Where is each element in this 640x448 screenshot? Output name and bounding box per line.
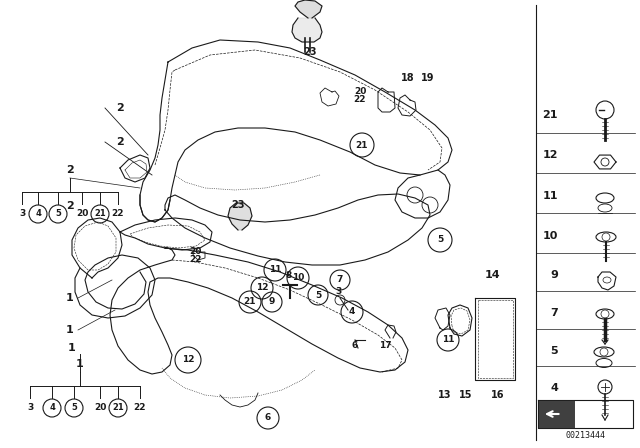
Text: 1: 1 (66, 325, 74, 335)
Text: 11: 11 (269, 266, 281, 275)
Text: 2: 2 (116, 137, 124, 147)
Text: 13: 13 (438, 390, 452, 400)
Polygon shape (295, 0, 322, 18)
Text: 9: 9 (269, 297, 275, 306)
Text: 15: 15 (460, 390, 473, 400)
Text: 20: 20 (76, 210, 88, 219)
Text: 8: 8 (286, 271, 292, 280)
Text: 3: 3 (19, 210, 25, 219)
Text: 9: 9 (550, 270, 558, 280)
Text: 2: 2 (66, 201, 74, 211)
Text: 20: 20 (354, 87, 366, 96)
Text: 18: 18 (401, 73, 415, 83)
Text: 23: 23 (231, 200, 244, 210)
Bar (538, 400, 574, 428)
Text: 4: 4 (550, 383, 558, 393)
Text: 5: 5 (550, 346, 558, 356)
Text: 5: 5 (55, 210, 61, 219)
Text: 20: 20 (189, 247, 201, 257)
Text: 11: 11 (442, 336, 454, 345)
Text: 7: 7 (337, 276, 343, 284)
Text: 1: 1 (76, 359, 84, 369)
Text: 00213444: 00213444 (566, 431, 605, 440)
Text: 20: 20 (94, 404, 106, 413)
Text: 4: 4 (35, 210, 41, 219)
Text: 22: 22 (134, 404, 147, 413)
Text: 2: 2 (116, 103, 124, 113)
Text: 22: 22 (354, 95, 366, 104)
Text: 16: 16 (492, 390, 505, 400)
Text: 10: 10 (543, 231, 558, 241)
Text: 5: 5 (315, 290, 321, 300)
Text: 1: 1 (68, 343, 76, 353)
Text: 6: 6 (352, 340, 358, 349)
Text: 21: 21 (356, 141, 368, 150)
Text: 1: 1 (66, 293, 74, 303)
Text: 21: 21 (112, 404, 124, 413)
Text: 12: 12 (182, 356, 195, 365)
Text: 22: 22 (189, 255, 201, 264)
Text: 14: 14 (484, 270, 500, 280)
Text: 21: 21 (543, 110, 558, 120)
Text: 5: 5 (437, 236, 443, 245)
Text: 22: 22 (112, 210, 124, 219)
Polygon shape (292, 18, 322, 42)
Text: 11: 11 (543, 191, 558, 201)
Text: 12: 12 (256, 284, 268, 293)
Text: 6: 6 (265, 414, 271, 422)
Text: 4: 4 (349, 307, 355, 316)
Text: 19: 19 (421, 73, 435, 83)
Polygon shape (228, 203, 252, 230)
Text: 21: 21 (94, 210, 106, 219)
Text: 4: 4 (49, 404, 55, 413)
Text: 7: 7 (550, 308, 558, 318)
Text: 12: 12 (543, 150, 558, 160)
Text: 2: 2 (66, 165, 74, 175)
Text: 3: 3 (335, 288, 341, 297)
Text: 5: 5 (71, 404, 77, 413)
Text: 21: 21 (244, 297, 256, 306)
Text: 3: 3 (27, 404, 33, 413)
Text: 23: 23 (303, 47, 317, 57)
Text: 10: 10 (292, 273, 304, 283)
Text: 17: 17 (379, 340, 391, 349)
